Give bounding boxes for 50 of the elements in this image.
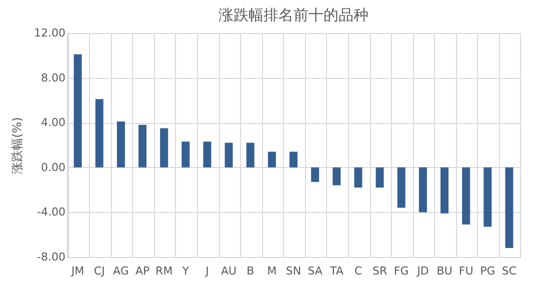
bar — [440, 167, 448, 214]
y-tick-label: -8.00 — [37, 250, 66, 264]
x-tick-label: SA — [308, 264, 323, 278]
x-tick-label: CJ — [94, 264, 105, 278]
x-tick-label: C — [354, 264, 362, 278]
bar — [462, 167, 470, 225]
y-tick-label: 0.00 — [41, 160, 66, 174]
y-tick-label: 4.00 — [41, 116, 66, 130]
bar — [484, 167, 492, 227]
y-tick-label: 8.00 — [41, 71, 66, 84]
bar — [376, 167, 384, 188]
bar — [505, 167, 514, 248]
x-tick-label: FG — [394, 264, 409, 278]
bar — [182, 142, 190, 168]
x-tick-label: SC — [502, 264, 517, 278]
bar — [138, 124, 146, 168]
bar — [354, 167, 362, 188]
x-tick-label: PG — [480, 264, 496, 278]
bar — [397, 167, 406, 208]
bar — [311, 167, 320, 182]
x-tick-label: AP — [135, 264, 150, 278]
x-tick-label: Y — [181, 264, 190, 278]
x-tick-label: RM — [156, 264, 173, 278]
x-tick-label: TA — [328, 264, 344, 278]
bar — [160, 128, 168, 168]
y-axis-title: 涨跌幅(%) — [10, 117, 24, 174]
x-tick-label: J — [204, 264, 209, 278]
x-tick-label: SN — [286, 264, 302, 278]
bar — [95, 99, 104, 168]
bar — [418, 167, 427, 212]
bar — [268, 152, 276, 168]
bar — [74, 54, 82, 168]
bar — [290, 152, 298, 168]
bar — [246, 142, 254, 168]
x-tick-label: JD — [416, 264, 429, 278]
x-tick-label: M — [267, 264, 277, 278]
bar — [224, 142, 233, 168]
y-tick-label: 12.00 — [34, 26, 66, 40]
x-tick-label: AG — [113, 264, 129, 278]
x-tick-label: B — [246, 264, 254, 278]
x-tick-label: SR — [372, 264, 388, 278]
bar — [203, 142, 212, 168]
bar — [116, 121, 125, 168]
x-tick-label: AU — [220, 264, 237, 278]
x-tick-label: FU — [458, 264, 474, 278]
chart-title: 涨跌幅排名前十的品种 — [218, 6, 368, 24]
x-tick-label: JM — [70, 264, 84, 278]
x-tick-label: BU — [436, 264, 452, 278]
y-tick-label: -4.00 — [37, 206, 66, 219]
bar — [332, 167, 341, 186]
